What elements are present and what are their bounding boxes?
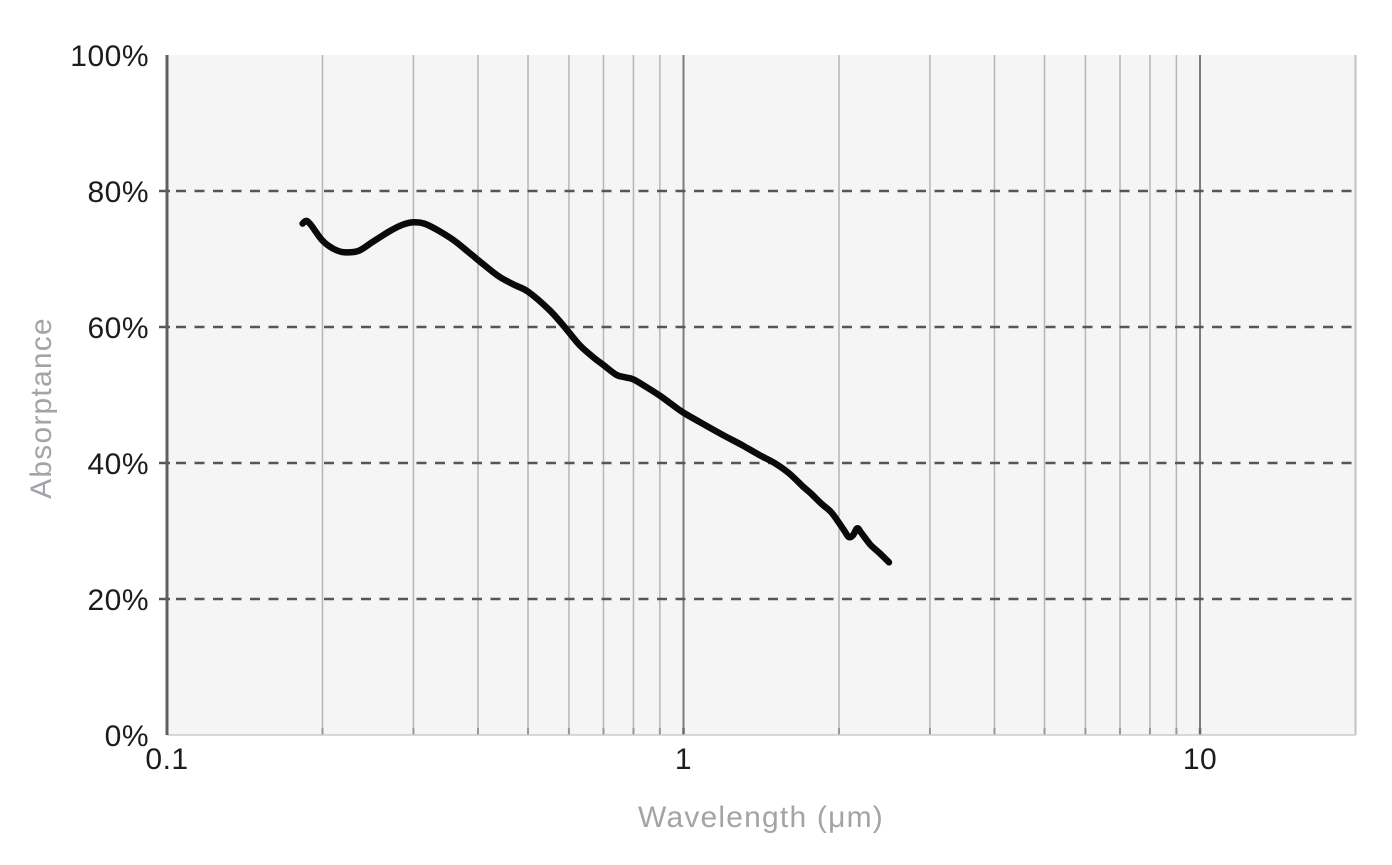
x-tick-label: 0.1 [145, 743, 188, 776]
x-tick-label: 1 [675, 743, 692, 776]
y-tick-label: 60% [87, 312, 149, 345]
y-tick-label: 20% [87, 584, 149, 617]
y-tick-label: 0% [105, 720, 149, 753]
y-tick-label: 40% [87, 448, 149, 481]
y-tick-labels: 0% 20% 40% 60% 80% 100% [70, 40, 149, 753]
major-gridlines [682, 55, 1202, 735]
x-tick-label: 10 [1183, 743, 1217, 776]
minor-gridlines [321, 55, 1178, 735]
plot-area [167, 55, 1356, 735]
y-tick-label: 100% [70, 40, 149, 73]
series-absorptance-curve [299, 217, 893, 566]
x-axis-title: Wavelength (μm) [638, 801, 884, 834]
x-tick-labels: 0.1 1 10 [145, 743, 1217, 776]
y-tick-label: 80% [87, 176, 149, 209]
y-axis-title: Absorptance [25, 317, 58, 499]
